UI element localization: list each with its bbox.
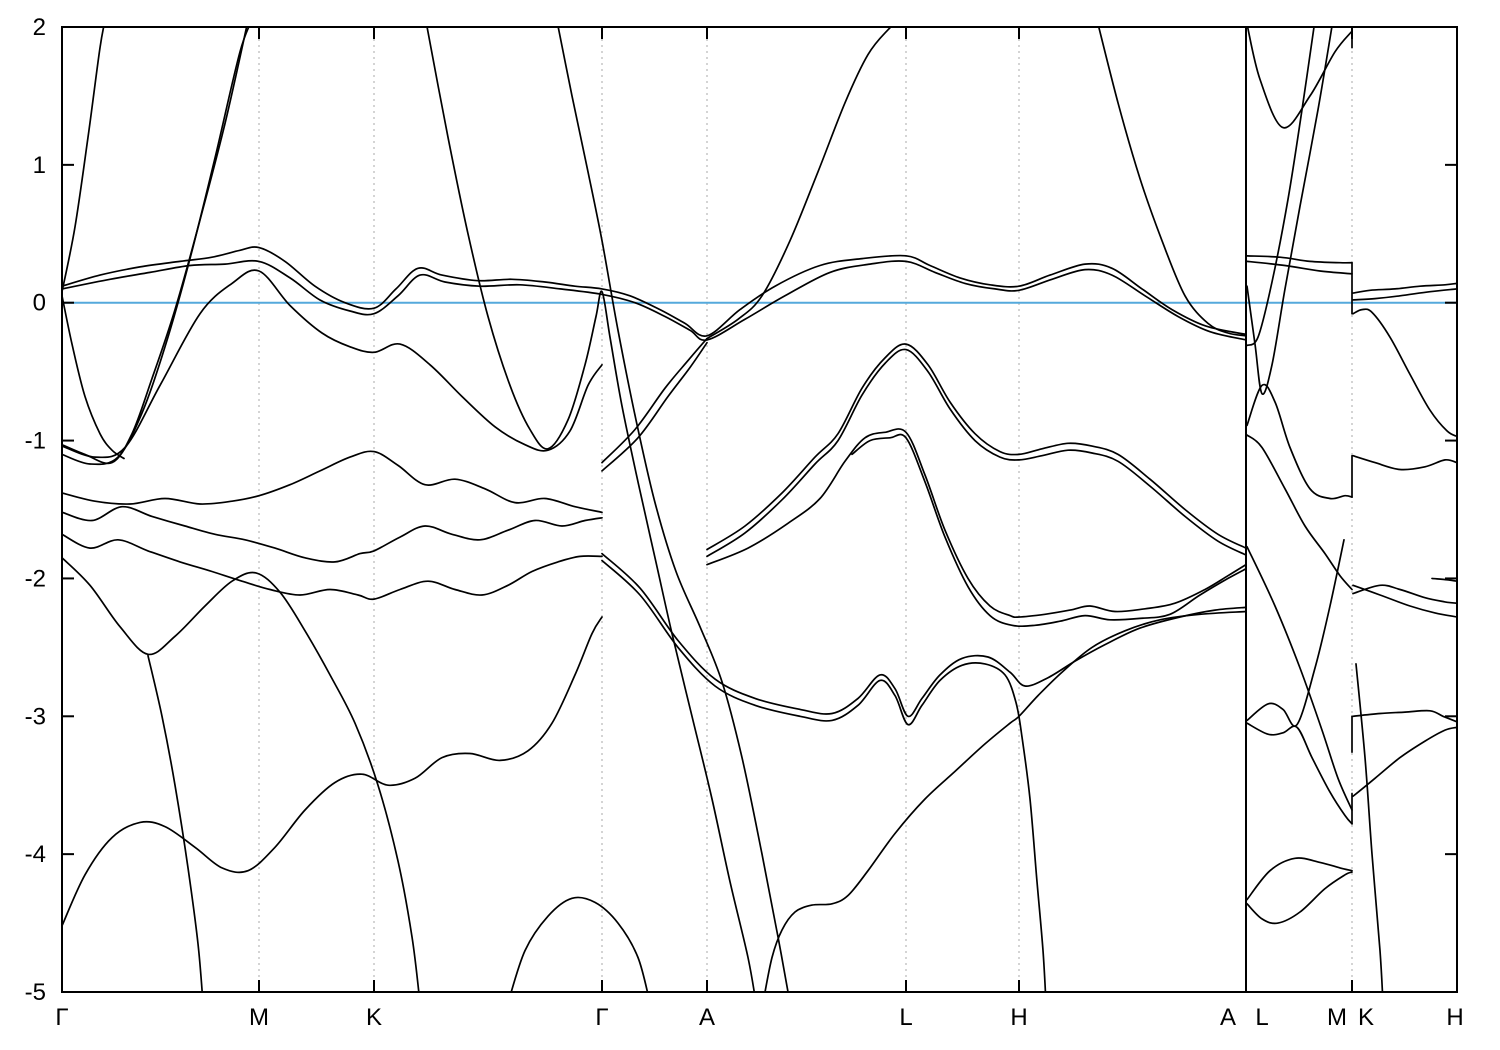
band-mid-wiggle-2 [63, 505, 603, 563]
band-p2-lens2-up [1246, 857, 1353, 901]
x-tick-label: L [1255, 1004, 1268, 1031]
band-deep-arch [510, 896, 649, 991]
band-L-plateau-band [706, 428, 1247, 619]
band-p3-cross-2 [1352, 584, 1456, 604]
band-mid-wiggle-3 [63, 533, 603, 601]
band-p3-steep [1355, 663, 1384, 991]
x-tick-label: H [1010, 1004, 1027, 1031]
band-p2-flat-2 [1246, 260, 1353, 275]
y-tick-label: -3 [25, 703, 46, 730]
band-m-low-hump [63, 557, 420, 991]
band-left-plunge [147, 654, 203, 991]
band-p2-lens2-dn [1246, 871, 1353, 925]
band-p2-lens1-dn [1246, 722, 1353, 825]
band-H-A-steep [1098, 28, 1247, 337]
band-p3-low-flat [1352, 709, 1456, 723]
band-diag-pair-a [601, 337, 708, 464]
y-tick-label: 0 [33, 290, 46, 317]
band-p2-top-dip [1246, 28, 1353, 129]
y-tick-label: -1 [25, 428, 46, 455]
band-p3-low-rise [1352, 726, 1456, 798]
band-L-hump-pair-2 [706, 348, 1247, 558]
x-tick-label: H [1446, 1004, 1463, 1031]
x-tick-label: M [249, 1004, 269, 1031]
band-diag-pair-b [601, 341, 708, 472]
band-m-hump-band [63, 269, 603, 459]
band-L-hump-pair-1 [706, 343, 1247, 551]
band-A-L-parabola [706, 28, 891, 340]
band-folded-leg-a [63, 28, 248, 465]
band-p2-desc-1 [1246, 383, 1353, 500]
band-u-band-drop-H [601, 559, 1047, 991]
gridlines [258, 27, 1353, 992]
band-top-band-2 [63, 259, 1247, 342]
x-tick-label: K [366, 1004, 382, 1031]
band-plateau-rise-to-A2 [764, 610, 1247, 991]
band-p3-flat-mid [1352, 454, 1456, 471]
band-p2-desc-2 [1246, 434, 1353, 591]
y-tick-label: -4 [25, 841, 46, 868]
band-gamma-drop [63, 296, 125, 460]
x-tick-label: M [1327, 1004, 1347, 1031]
band-p2-vee [1246, 28, 1333, 395]
band-p2-riser [1246, 28, 1315, 347]
band-deep-wander [63, 616, 603, 926]
y-tick-label: 1 [33, 152, 46, 179]
band-p3-flat-top-2 [1352, 288, 1456, 301]
y-axis-labels: 2 1 0 -1 -2 -3 -4 -5 [25, 14, 46, 1006]
band-k-gamma-vee [426, 28, 755, 991]
band-p3-drop [1352, 308, 1456, 437]
x-tick-label: Γ [55, 1004, 68, 1031]
x-tick-label: A [1220, 1004, 1236, 1031]
y-tick-label: 2 [33, 14, 46, 41]
band-p3-stub [1431, 577, 1456, 582]
x-tick-label: Γ [595, 1004, 608, 1031]
y-tick-label: -2 [25, 565, 46, 592]
x-tick-label: K [1358, 1004, 1374, 1031]
band-p2-flat-1 [1246, 254, 1353, 264]
x-tick-label: L [899, 1004, 912, 1031]
band-folded-leg-b [63, 28, 250, 466]
band-gamma2-steep [557, 28, 789, 991]
x-tick-label: A [699, 1004, 715, 1031]
band-top-band-1 [63, 246, 1247, 337]
plot-frame [61, 26, 1458, 993]
band-mid-wiggle-1 [63, 450, 603, 514]
band-p3-cross-1 [1352, 584, 1456, 618]
band-p3-flat-top-1 [1352, 282, 1456, 294]
band-p2-lens1-up [1246, 538, 1345, 727]
band-curves [63, 28, 1456, 991]
y-tick-label: -5 [25, 979, 46, 1006]
band-gamma-top-leg [63, 28, 105, 292]
band-u-band-twin [601, 552, 1247, 718]
band-L-plateau-twin [851, 433, 1247, 628]
axis-ticks [62, 26, 1457, 993]
